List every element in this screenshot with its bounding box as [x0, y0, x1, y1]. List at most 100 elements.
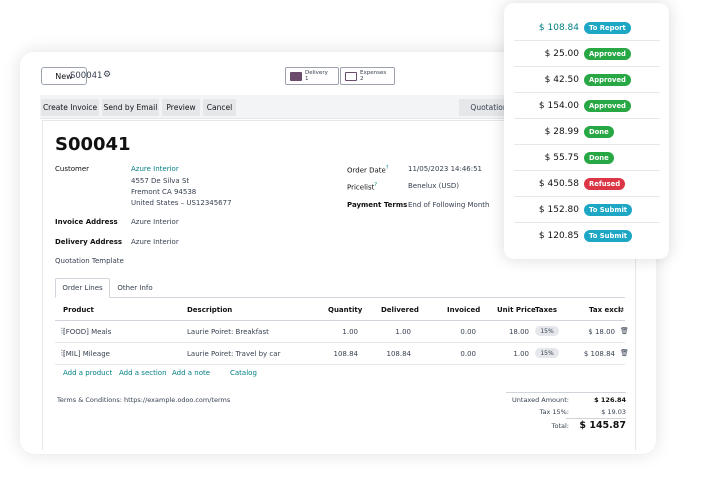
expense-row[interactable]: $ 120.85 To Submit: [514, 223, 660, 249]
customer-city: Fremont CA 94538: [131, 188, 197, 196]
table-row[interactable]: ⠿ [FOOD] Meals Laurie Poiret: Breakfast …: [55, 321, 629, 343]
add-note-link[interactable]: Add a note: [172, 369, 211, 377]
new-button[interactable]: New: [41, 67, 87, 85]
row-description[interactable]: Laurie Poiret: Travel by car: [187, 350, 281, 358]
col-product[interactable]: Product: [63, 306, 94, 314]
tax-badge[interactable]: 15%: [535, 326, 559, 336]
col-quantity[interactable]: Quantity: [328, 306, 363, 314]
expense-row[interactable]: $ 154.00 Approved: [514, 93, 660, 119]
expense-row[interactable]: $ 450.58 Refused: [514, 171, 660, 197]
delivery-label: Delivery: [305, 70, 328, 76]
terms-and-conditions[interactable]: Terms & Conditions: https://example.odoo…: [57, 396, 231, 404]
table-header: Product Description Quantity Delivered I…: [55, 299, 625, 321]
delivery-smart-button[interactable]: Delivery 1: [285, 67, 339, 85]
form-sheet: S00041 Customer Azure Interior 4557 De S…: [42, 120, 636, 450]
invoice-address-value[interactable]: Azure Interior: [131, 218, 179, 226]
row-subtotal: $ 108.84: [583, 350, 615, 358]
untaxed-label: Untaxed Amount:: [512, 396, 569, 404]
trash-icon[interactable]: 🗑: [620, 349, 629, 357]
expense-row[interactable]: $ 152.80 To Submit: [514, 197, 660, 223]
col-description[interactable]: Description: [187, 306, 233, 314]
expense-row[interactable]: $ 42.50 Approved: [514, 67, 660, 93]
notebook-tabs: Order Lines Other Info: [55, 278, 625, 298]
expense-amount: $ 154.00: [538, 101, 579, 111]
tab-order-lines[interactable]: Order Lines: [55, 278, 110, 298]
expenses-smart-button[interactable]: Expenses 2: [340, 67, 395, 85]
drag-handle-icon[interactable]: ⠿: [60, 327, 66, 336]
row-product[interactable]: [MIL] Mileage: [63, 350, 110, 358]
status-badge: To Submit: [584, 230, 633, 242]
status-badge: Approved: [584, 74, 631, 86]
table-row[interactable]: ⠿ [MIL] Mileage Laurie Poiret: Travel by…: [55, 343, 629, 365]
row-invoiced: 0.00: [460, 350, 476, 358]
expense-row[interactable]: $ 55.75 Done: [514, 145, 660, 171]
col-taxes[interactable]: Taxes: [535, 306, 558, 314]
column-settings-icon[interactable]: ⇄: [618, 306, 624, 314]
tax-value: $ 19.03: [601, 408, 626, 416]
expense-row[interactable]: $ 25.00 Approved: [514, 41, 660, 67]
row-unit-price[interactable]: 1.00: [513, 350, 529, 358]
row-product[interactable]: [FOOD] Meals: [63, 328, 112, 336]
row-quantity[interactable]: 1.00: [342, 328, 358, 336]
customer-link[interactable]: Azure Interior: [131, 165, 179, 173]
expense-row[interactable]: $ 28.99 Done: [514, 119, 660, 145]
trash-icon[interactable]: 🗑: [620, 327, 629, 335]
customer-label: Customer: [55, 165, 90, 173]
status-badge: Done: [584, 152, 614, 164]
untaxed-value: $ 126.84: [594, 396, 626, 404]
pricelist-value[interactable]: Benelux (USD): [408, 182, 460, 190]
cancel-button[interactable]: Cancel: [203, 99, 236, 116]
status-badge: Approved: [584, 100, 631, 112]
expense-status-panel: $ 108.84 To Report $ 25.00 Approved $ 42…: [504, 3, 669, 259]
row-subtotal: $ 18.00: [588, 328, 615, 336]
col-unit-price[interactable]: Unit Price: [497, 306, 536, 314]
delivery-count: 1: [305, 76, 309, 82]
total-label: Total:: [551, 422, 569, 430]
gear-icon[interactable]: ⚙: [103, 70, 112, 80]
order-date-value[interactable]: 11/05/2023 14:46:51: [408, 165, 483, 173]
add-section-link[interactable]: Add a section: [119, 369, 167, 377]
row-description[interactable]: Laurie Poiret: Breakfast: [187, 328, 269, 336]
catalog-link[interactable]: Catalog: [230, 369, 257, 377]
totals-divider: [506, 392, 626, 393]
expense-amount: $ 55.75: [544, 153, 579, 163]
expense-row[interactable]: $ 108.84 To Report: [514, 15, 660, 41]
control-panel: New S00041 ⚙ Delivery 1 Expenses 2: [20, 52, 656, 94]
expense-amount: $ 120.85: [538, 231, 579, 241]
delivery-address-label: Delivery Address: [55, 238, 123, 246]
total-divider: [566, 418, 626, 419]
tax-badge[interactable]: 15%: [535, 348, 559, 358]
customer-street: 4557 De Silva St: [131, 177, 190, 185]
status-badge: Refused: [584, 178, 626, 190]
expenses-label: Expenses: [360, 70, 387, 76]
invoice-address-label: Invoice Address: [55, 218, 118, 226]
tab-other-info[interactable]: Other Info: [117, 284, 153, 292]
order-date-label: Order Date?: [347, 165, 389, 175]
row-delivered[interactable]: 1.00: [395, 328, 411, 336]
payment-terms-label: Payment Terms: [347, 201, 408, 209]
row-delivered[interactable]: 108.84: [386, 350, 412, 358]
col-invoiced[interactable]: Invoiced: [447, 306, 481, 314]
truck-icon: [290, 71, 302, 81]
page-title: S00041: [55, 134, 131, 155]
col-delivered[interactable]: Delivered: [381, 306, 419, 314]
expense-amount: $ 450.58: [538, 179, 579, 189]
expense-amount: $ 108.84: [538, 23, 579, 33]
col-tax-excl[interactable]: Tax excl.: [589, 306, 624, 314]
create-invoice-button[interactable]: Create Invoice: [41, 99, 99, 116]
preview-button[interactable]: Preview: [162, 99, 200, 116]
row-quantity[interactable]: 108.84: [333, 350, 359, 358]
expense-amount: $ 152.80: [538, 205, 579, 215]
drag-handle-icon[interactable]: ⠿: [60, 349, 66, 358]
expenses-count: 2: [360, 76, 364, 82]
row-unit-price[interactable]: 18.00: [508, 328, 529, 336]
expense-amount: $ 42.50: [544, 75, 579, 85]
status-badge: To Submit: [584, 204, 633, 216]
delivery-address-value[interactable]: Azure Interior: [131, 238, 179, 246]
expense-amount: $ 28.99: [544, 127, 579, 137]
status-badge: Done: [584, 126, 614, 138]
payment-terms-value[interactable]: End of Following Month: [408, 201, 490, 209]
send-by-email-button[interactable]: Send by Email: [102, 99, 159, 116]
status-badge: Approved: [584, 48, 631, 60]
add-product-link[interactable]: Add a product: [63, 369, 113, 377]
